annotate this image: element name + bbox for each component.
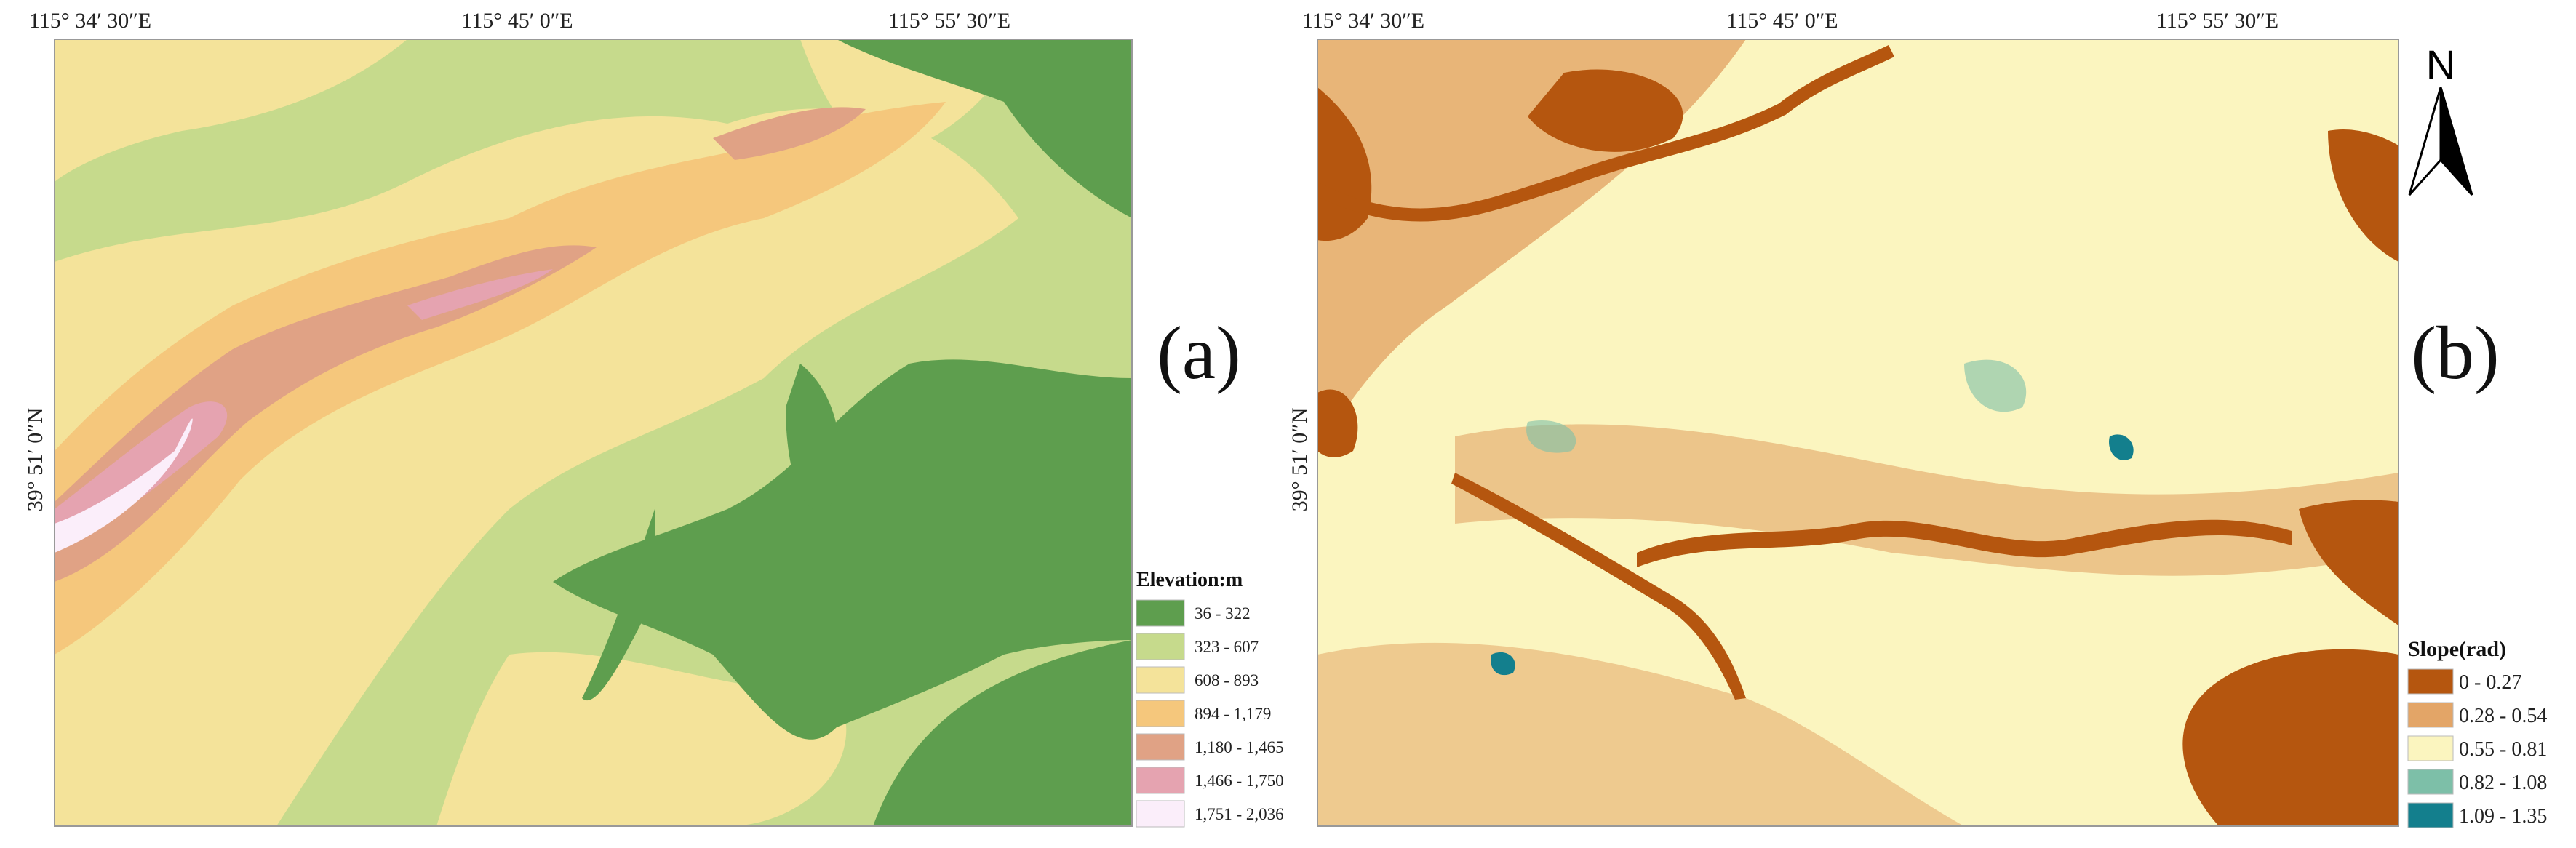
- terrain-region: [1964, 359, 2027, 412]
- legend-label: 323 - 607: [1195, 638, 1259, 656]
- legend-swatch: [1136, 599, 1185, 627]
- terrain-region: [837, 39, 1132, 218]
- terrain-region: [2299, 500, 2398, 625]
- legend-label: 0.82 - 1.08: [2459, 772, 2547, 794]
- legend-title: Slope(rad): [2408, 637, 2506, 661]
- y-coordinate: 39° 51′ 0″N: [1288, 408, 1312, 512]
- legend-label: 894 - 1,179: [1195, 705, 1271, 723]
- legend-label: 1,466 - 1,750: [1195, 772, 1284, 790]
- legend-label: 608 - 893: [1195, 671, 1259, 689]
- terrain-region: [55, 245, 597, 582]
- x-coordinate: 115° 34′ 30″E: [1302, 9, 1424, 33]
- legend-label: 1.09 - 1.35: [2459, 805, 2547, 828]
- legend-swatch: [1136, 666, 1185, 694]
- legend-swatch: [2407, 702, 2454, 728]
- legend-swatch: [1136, 767, 1185, 794]
- panel-label: (a): [1157, 311, 1240, 395]
- terrain-region: [55, 418, 193, 553]
- legend-label: 1,180 - 1,465: [1195, 738, 1284, 756]
- legend-label: 0.55 - 0.81: [2459, 738, 2547, 761]
- map-frame: [1317, 39, 2399, 827]
- x-coordinate: 115° 45′ 0″E: [461, 9, 573, 33]
- terrain-region: [2109, 434, 2134, 460]
- legend-label: 0 - 0.27: [2459, 671, 2521, 694]
- terrain-region: [582, 509, 655, 701]
- legend-swatch: [2407, 668, 2454, 695]
- north-arrow: [2408, 87, 2473, 196]
- terrain-region: [553, 359, 1132, 740]
- y-coordinate: 39° 51′ 0″N: [23, 408, 47, 512]
- terrain-region: [1528, 69, 1683, 152]
- x-coordinate: 115° 55′ 30″E: [888, 9, 1010, 33]
- terrain-region: [1317, 642, 1964, 826]
- legend-swatch: [2407, 735, 2454, 761]
- panel-label: (b): [2411, 311, 2499, 395]
- x-coordinate: 115° 45′ 0″E: [1726, 9, 1838, 33]
- legend: Slope(rad) 0 - 0.27 0.28 - 0.54 0.55 - 0.81…: [2407, 637, 2547, 828]
- terrain-region: [786, 364, 840, 512]
- map-frame: [54, 39, 1133, 827]
- legend-title: Elevation:m: [1136, 569, 1243, 591]
- elevation-map: [55, 39, 1132, 826]
- legend-swatch: [2407, 802, 2454, 828]
- legend-swatch: [2407, 769, 2454, 795]
- terrain-region: [1526, 420, 1576, 453]
- legend-swatch: [1136, 700, 1185, 727]
- legend-swatch: [1136, 633, 1185, 660]
- legend-swatch: [1136, 800, 1185, 828]
- terrain-region: [2182, 649, 2398, 826]
- legend-label: 1,751 - 2,036: [1195, 805, 1284, 823]
- legend-label: 0.28 - 0.54: [2459, 705, 2547, 727]
- legend-label: 36 - 322: [1195, 604, 1251, 623]
- x-coordinate: 115° 55′ 30″E: [2156, 9, 2278, 33]
- terrain-region: [1637, 519, 2292, 567]
- terrain-region: [2328, 129, 2398, 262]
- legend: Elevation:m 36 - 322 323 - 607 608 - 893 894…: [1136, 569, 1284, 828]
- slope-map: [1317, 39, 2398, 826]
- terrain-region: [436, 652, 847, 826]
- terrain-region: [1451, 473, 1746, 700]
- terrain-region: [713, 107, 866, 160]
- x-coordinate: 115° 34′ 30″E: [29, 9, 151, 33]
- terrain-region: [1317, 389, 1358, 457]
- terrain-region: [407, 269, 553, 320]
- north-label: N: [2426, 41, 2455, 87]
- terrain-region: [1491, 652, 1515, 676]
- legend-swatch: [1136, 733, 1185, 761]
- terrain-region: [1317, 44, 1895, 222]
- terrain-region: [55, 39, 407, 182]
- terrain-region: [873, 640, 1132, 826]
